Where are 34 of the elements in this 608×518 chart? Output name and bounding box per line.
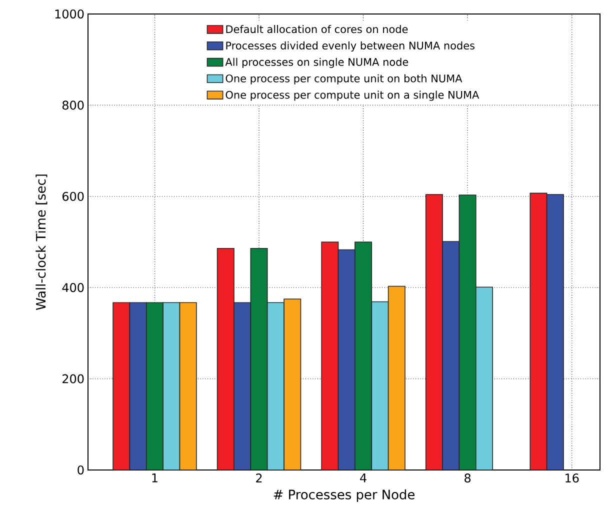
bar bbox=[179, 302, 197, 470]
y-tick-label: 600 bbox=[62, 192, 84, 201]
legend-label: All processes on single NUMA node bbox=[225, 58, 408, 68]
bar bbox=[112, 302, 130, 470]
y-tick-label: 200 bbox=[62, 374, 84, 384]
bar bbox=[266, 302, 284, 470]
y-tick-label: 400 bbox=[62, 283, 84, 292]
legend-label: Default allocation of cores on node bbox=[226, 25, 408, 34]
bar bbox=[458, 194, 476, 470]
bar bbox=[354, 242, 372, 470]
bar bbox=[371, 301, 389, 470]
bar bbox=[388, 286, 406, 470]
legend-label: One process per compute unit on both NUMA bbox=[226, 74, 462, 84]
bar bbox=[284, 298, 302, 470]
y-tick-label: 0 bbox=[78, 465, 84, 475]
x-axis-title: # Processes per Node bbox=[274, 489, 414, 502]
bar bbox=[146, 302, 164, 470]
bar bbox=[321, 242, 339, 470]
bar bbox=[250, 248, 268, 470]
bar bbox=[425, 194, 443, 470]
x-tick-label: 8 bbox=[464, 474, 471, 483]
y-tick-label: 800 bbox=[62, 100, 84, 110]
y-axis-title: Wall-clock Time [sec] bbox=[36, 174, 48, 310]
y-tick-label: 1000 bbox=[55, 9, 84, 19]
legend-label: Processes divided evenly between NUMA nodes bbox=[226, 41, 475, 52]
bar bbox=[530, 192, 548, 470]
legend-label: One process per compute unit on a single NUMA bbox=[226, 90, 480, 101]
x-tick-label: 16 bbox=[566, 474, 579, 483]
bar bbox=[216, 248, 234, 470]
x-tick-label: 2 bbox=[256, 474, 262, 482]
bar bbox=[162, 302, 180, 470]
x-tick-label: 4 bbox=[360, 474, 366, 482]
x-tick-label: 1 bbox=[152, 474, 158, 482]
bar bbox=[476, 286, 493, 470]
